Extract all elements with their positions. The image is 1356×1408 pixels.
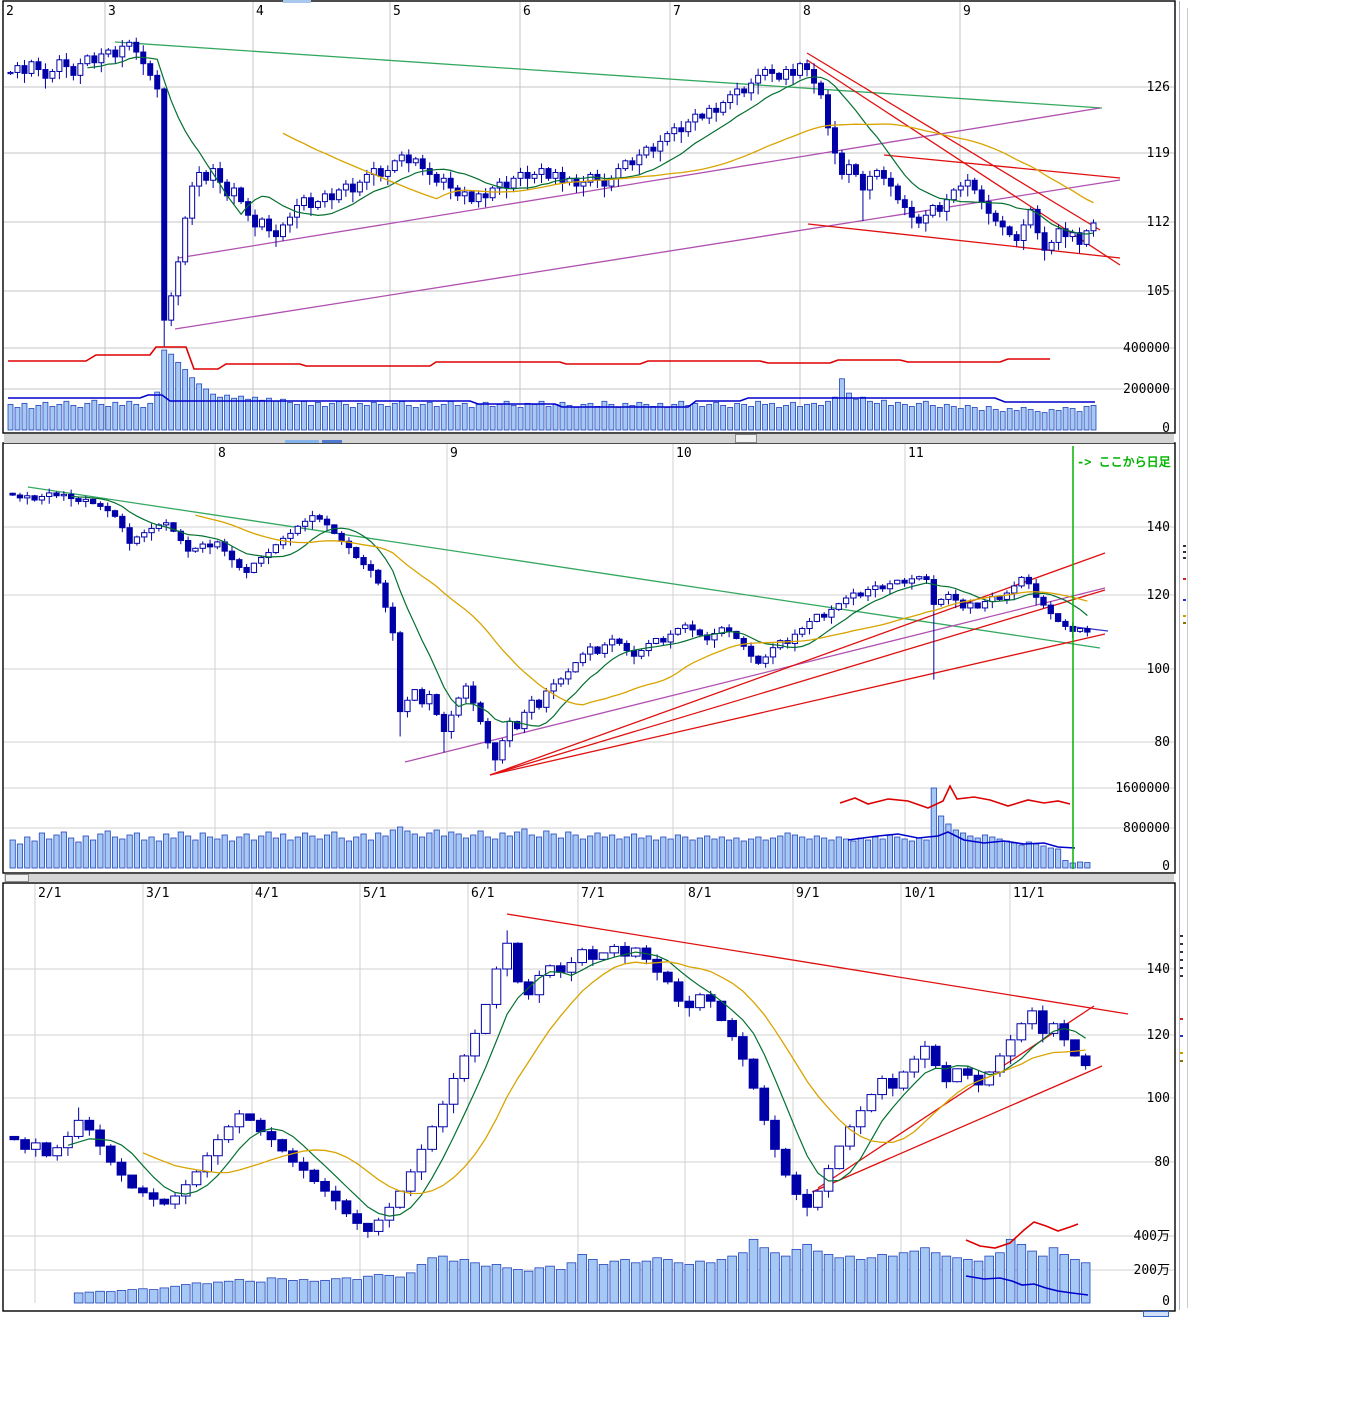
svg-text:400万: 400万 xyxy=(1134,1229,1170,1244)
svg-text:4: 4 xyxy=(256,4,264,19)
h-scrollbar-thumb-1[interactable] xyxy=(735,434,757,443)
svg-text:200万: 200万 xyxy=(1134,1263,1170,1278)
svg-text:10: 10 xyxy=(676,446,692,461)
axis-labels-3: 2/1 3/1 4/1 5/1 6/1 7/1 8/1 9/1 10/1 11/1 140 120 10… xyxy=(38,886,1170,1309)
volume-bars-1 xyxy=(7,349,1097,431)
chart-window-1: 2 3 4 5 6 7 8 9 126 119 112 105 400000 200000 0 xyxy=(2,0,1176,436)
margin-dot-8 xyxy=(1180,935,1183,937)
axis-labels-2: 8 9 10 11 140 120 100 80 1600000 800000 0 xyxy=(218,446,1170,874)
margin-line-1 xyxy=(1179,1,1180,1310)
svg-text:400000: 400000 xyxy=(1123,341,1170,356)
svg-text:200000: 200000 xyxy=(1123,382,1170,397)
svg-text:9: 9 xyxy=(963,4,971,19)
svg-text:100: 100 xyxy=(1147,1091,1170,1106)
svg-text:8: 8 xyxy=(218,446,226,461)
svg-text:7: 7 xyxy=(673,4,681,19)
svg-text:120: 120 xyxy=(1147,588,1170,603)
svg-text:3/1: 3/1 xyxy=(146,886,169,901)
svg-text:6: 6 xyxy=(523,4,531,19)
svg-text:1600000: 1600000 xyxy=(1115,781,1170,796)
svg-text:80: 80 xyxy=(1154,735,1170,750)
chart-window-2: 8 9 10 11 140 120 100 80 1600000 800000 0 xyxy=(2,442,1176,874)
window-fragment-titlebar_mid1 xyxy=(285,440,319,443)
h-scrollbar-track-2[interactable] xyxy=(4,874,1174,882)
svg-text:0: 0 xyxy=(1162,421,1170,436)
svg-text:6/1: 6/1 xyxy=(471,886,494,901)
margin-dot-7 xyxy=(1183,622,1186,624)
svg-text:140: 140 xyxy=(1147,962,1170,977)
svg-text:100: 100 xyxy=(1147,662,1170,677)
svg-text:8: 8 xyxy=(803,4,811,19)
h-scrollbar-thumb-2[interactable] xyxy=(5,874,29,882)
scrollbar-fragment xyxy=(1143,1311,1169,1317)
margin-dot-5 xyxy=(1183,599,1186,601)
svg-text:8/1: 8/1 xyxy=(688,886,711,901)
svg-text:0: 0 xyxy=(1162,1294,1170,1309)
daily-note-label: -> ここから日足 xyxy=(1077,455,1171,469)
window-fragment-titlebar_mid2 xyxy=(322,440,342,443)
margin-dot-12 xyxy=(1180,967,1183,969)
svg-text:10/1: 10/1 xyxy=(904,886,935,901)
window-fragment-titlebar_top xyxy=(283,0,311,3)
svg-text:2/1: 2/1 xyxy=(38,886,61,901)
svg-text:120: 120 xyxy=(1147,1028,1170,1043)
svg-text:119: 119 xyxy=(1147,146,1170,161)
svg-text:11: 11 xyxy=(908,446,924,461)
margin-dot-9 xyxy=(1180,943,1183,945)
svg-text:126: 126 xyxy=(1147,80,1170,95)
margin-dot-3 xyxy=(1183,557,1186,559)
volume-bars-2 xyxy=(9,787,1091,869)
margin-dot-16 xyxy=(1180,1052,1183,1054)
margin-dot-2 xyxy=(1183,551,1186,553)
margin-dot-6 xyxy=(1183,615,1186,617)
svg-text:80: 80 xyxy=(1154,1155,1170,1170)
candles-2 xyxy=(9,488,1091,772)
svg-text:5/1: 5/1 xyxy=(363,886,386,901)
svg-text:800000: 800000 xyxy=(1123,821,1170,836)
margin-dot-1 xyxy=(1183,545,1186,547)
svg-text:5: 5 xyxy=(393,4,401,19)
svg-text:7/1: 7/1 xyxy=(581,886,604,901)
volume-bars-3 xyxy=(73,1238,1091,1304)
candles-3 xyxy=(9,930,1091,1238)
svg-text:2: 2 xyxy=(6,4,14,19)
svg-text:11/1: 11/1 xyxy=(1013,886,1044,901)
margin-dot-4 xyxy=(1183,578,1186,580)
h-scrollbar-track-1[interactable] xyxy=(4,434,1174,443)
svg-text:9: 9 xyxy=(450,446,458,461)
svg-text:9/1: 9/1 xyxy=(796,886,819,901)
chart-window-3: 2/1 3/1 4/1 5/1 6/1 7/1 8/1 9/1 10/1 11/1 140 120 10… xyxy=(2,882,1176,1312)
svg-text:112: 112 xyxy=(1147,215,1170,230)
svg-text:4/1: 4/1 xyxy=(255,886,278,901)
margin-dot-15 xyxy=(1180,1035,1183,1037)
svg-text:3: 3 xyxy=(108,4,116,19)
axis-labels-1: 2 3 4 5 6 7 8 9 126 119 112 105 400000 200000 0 xyxy=(6,4,1170,436)
margin-dot-13 xyxy=(1180,975,1183,977)
margin-line-2 xyxy=(1187,8,1188,1308)
svg-text:140: 140 xyxy=(1147,520,1170,535)
margin-dot-17 xyxy=(1180,1060,1183,1062)
svg-text:105: 105 xyxy=(1147,284,1170,299)
margin-dot-14 xyxy=(1180,1018,1183,1020)
candles-1 xyxy=(7,37,1097,347)
margin-dot-11 xyxy=(1180,959,1183,961)
margin-dot-10 xyxy=(1180,951,1183,953)
svg-text:0: 0 xyxy=(1162,859,1170,874)
